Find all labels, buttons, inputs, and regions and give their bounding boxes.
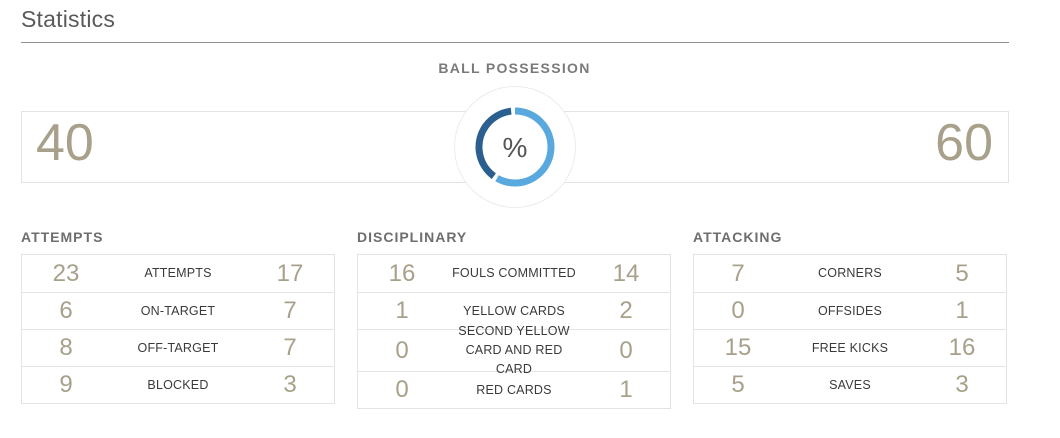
stat-label: OFFSIDES xyxy=(817,303,883,318)
away-value: 1 xyxy=(619,376,633,403)
table-row: 15 FREE KICKS 16 xyxy=(694,329,1006,366)
title-divider xyxy=(21,42,1009,43)
home-value: 23 xyxy=(52,259,80,287)
disciplinary-section-title: DISCIPLINARY xyxy=(357,229,468,245)
away-value: 2 xyxy=(619,297,633,324)
possession-home-arc xyxy=(475,107,555,187)
home-value: 0 xyxy=(395,336,409,364)
home-value: 9 xyxy=(59,371,73,398)
table-row: 23 ATTEMPTS 17 xyxy=(22,255,334,292)
table-row: 0 SECOND YELLOW CARD AND RED CARD 0 xyxy=(358,324,670,376)
attempts-table: 23 ATTEMPTS 17 6 ON-TARGET 7 8 OFF-TARGE… xyxy=(21,254,335,404)
page-title: Statistics xyxy=(21,6,116,32)
away-value: 5 xyxy=(955,259,969,287)
home-value: 1 xyxy=(395,297,409,324)
away-value: 16 xyxy=(948,334,976,361)
table-row: 0 RED CARDS 1 xyxy=(358,371,670,408)
table-row: 5 SAVES 3 xyxy=(694,366,1006,403)
table-row: 9 BLOCKED 3 xyxy=(22,366,334,403)
home-value: 15 xyxy=(724,334,752,361)
home-value: 16 xyxy=(388,259,416,287)
away-value: 0 xyxy=(619,336,633,364)
home-value: 6 xyxy=(59,297,73,324)
home-value: 5 xyxy=(731,371,745,398)
percent-symbol: % xyxy=(502,132,528,163)
home-value: 7 xyxy=(731,259,745,287)
attempts-section-title: ATTEMPTS xyxy=(21,229,104,245)
away-value: 17 xyxy=(276,259,304,287)
stat-label: CORNERS xyxy=(818,266,882,280)
possession-donut: % xyxy=(454,86,576,208)
possession-away-arc xyxy=(475,107,555,187)
possession-home-value: 40 xyxy=(36,114,94,172)
stat-label: FREE KICKS xyxy=(811,340,889,355)
table-row: 16 FOULS COMMITTED 14 xyxy=(358,255,670,292)
stat-label: ATTEMPTS xyxy=(144,266,212,280)
table-row: 8 OFF-TARGET 7 xyxy=(22,329,334,366)
away-value: 14 xyxy=(612,259,640,287)
stat-label: SAVES xyxy=(829,377,871,392)
stat-label: BLOCKED xyxy=(147,377,209,392)
away-value: 7 xyxy=(283,297,297,324)
stat-label: OFF-TARGET xyxy=(137,340,219,355)
stat-label: YELLOW CARDS xyxy=(463,303,565,318)
stat-label: SECOND YELLOW CARD AND RED CARD xyxy=(458,324,570,376)
away-value: 3 xyxy=(283,371,297,398)
home-value: 8 xyxy=(59,334,73,361)
stat-label: ON-TARGET xyxy=(140,303,216,318)
away-value: 7 xyxy=(283,334,297,361)
possession-donut-chart xyxy=(475,107,555,187)
attacking-section-title: ATTACKING xyxy=(693,229,783,245)
away-value: 1 xyxy=(955,297,969,324)
stat-label: FOULS COMMITTED xyxy=(452,266,576,280)
possession-away-value: 60 xyxy=(935,114,993,172)
home-value: 0 xyxy=(395,376,409,403)
table-row: 6 ON-TARGET 7 xyxy=(22,292,334,329)
away-value: 3 xyxy=(955,371,969,398)
table-row: 7 CORNERS 5 xyxy=(694,255,1006,292)
home-value: 0 xyxy=(731,297,745,324)
ball-possession-label: BALL POSSESSION xyxy=(438,60,591,76)
stat-label: RED CARDS xyxy=(476,382,552,397)
table-row: 0 OFFSIDES 1 xyxy=(694,292,1006,329)
attacking-table: 7 CORNERS 5 0 OFFSIDES 1 15 FREE KICKS 1… xyxy=(693,254,1007,404)
table-row: 1 YELLOW CARDS 2 xyxy=(358,292,670,329)
disciplinary-table: 16 FOULS COMMITTED 14 1 YELLOW CARDS 2 0… xyxy=(357,254,671,409)
